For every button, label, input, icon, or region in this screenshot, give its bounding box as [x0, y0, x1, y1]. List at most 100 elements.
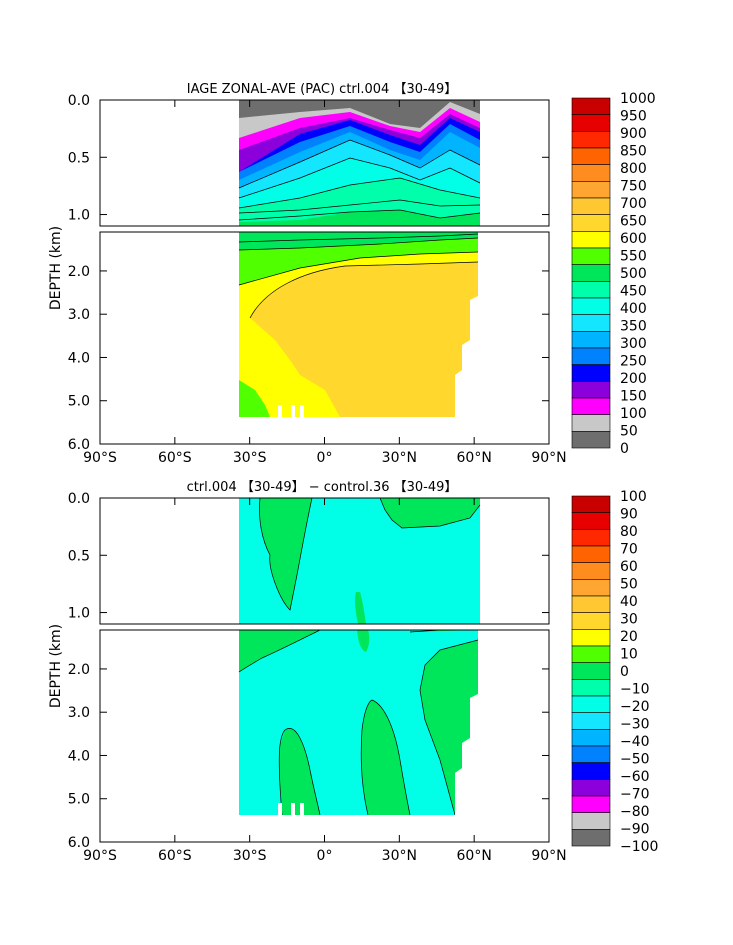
- colorbar-label: −100: [620, 839, 658, 855]
- panel-1-upper-field: [238, 100, 481, 226]
- colorbar-swatch: [571, 545, 611, 563]
- colorbar-label: 60: [620, 559, 638, 575]
- colorbar-swatch: [571, 745, 611, 763]
- colorbar-swatch: [571, 612, 611, 630]
- colorbar-label: −60: [620, 769, 650, 785]
- colorbar-swatch: [571, 431, 611, 449]
- colorbar-swatch: [571, 281, 611, 299]
- colorbar-swatch: [571, 331, 611, 349]
- colorbar-label: 550: [620, 249, 647, 265]
- x-tick-label: 30°S: [233, 450, 267, 466]
- panel-2: ctrl.004 【30-49】 − control.36 【30-49】: [48, 480, 658, 864]
- y-tick-label: 6.0: [68, 835, 90, 851]
- colorbar-label: 250: [620, 354, 647, 370]
- colorbar-label: 50: [620, 424, 638, 440]
- colorbar-label: −10: [620, 682, 650, 698]
- colorbar-label: 700: [620, 196, 647, 212]
- colorbar-swatch: [571, 397, 611, 415]
- colorbar-swatch: [571, 829, 611, 847]
- colorbar-swatch: [571, 679, 611, 697]
- panel-1-colorbar: 1000950900850800750700650600550500450400…: [571, 91, 656, 457]
- colorbar-label: 150: [620, 389, 647, 405]
- colorbar-swatch: [571, 595, 611, 613]
- colorbar-label: 50: [620, 577, 638, 593]
- colorbar-swatch: [571, 364, 611, 382]
- panel-2-lower-field: [100, 630, 549, 842]
- colorbar-swatch: [571, 562, 611, 580]
- y-tick-label: 5.0: [68, 792, 90, 808]
- y-tick-label: 0.5: [68, 150, 90, 166]
- colorbar-label: −50: [620, 752, 650, 768]
- colorbar-swatch: [571, 695, 611, 713]
- colorbar-swatch: [571, 579, 611, 597]
- panel-1: IAGE ZONAL-AVE (PAC) ctrl.004 【30-49】: [48, 82, 656, 466]
- colorbar-label: 1000: [620, 91, 656, 107]
- x-tick-label: 0°: [317, 848, 333, 864]
- x-tick-label: 60°N: [457, 848, 492, 864]
- colorbar-swatch: [571, 712, 611, 730]
- y-tick-label: 6.0: [68, 437, 90, 453]
- colorbar-label: 500: [620, 266, 647, 282]
- colorbar-label: −30: [620, 717, 650, 733]
- colorbar-swatch: [571, 512, 611, 530]
- colorbar-swatch: [571, 762, 611, 780]
- colorbar-label: 600: [620, 231, 647, 247]
- panel-2-x-ticks: 90°S 60°S 30°S 0° 30°N 60°N 90°N: [83, 498, 567, 864]
- panel-2-y-ticks: 0.0 0.5 1.0 2.0 3.0 4.0 5.0 6.0: [68, 491, 549, 851]
- x-tick-label: 30°S: [233, 848, 267, 864]
- panel-2-ylabel: DEPTH (km): [48, 624, 64, 708]
- colorbar-label: 900: [620, 126, 647, 142]
- colorbar-label: 650: [620, 214, 647, 230]
- colorbar-label: 750: [620, 179, 647, 195]
- colorbar-swatch: [571, 247, 611, 265]
- colorbar-swatch: [571, 197, 611, 215]
- colorbar-swatch: [571, 314, 611, 332]
- colorbar-label: 450: [620, 284, 647, 300]
- y-tick-label: 1.0: [68, 208, 90, 224]
- y-tick-label: 3.0: [68, 705, 90, 721]
- x-tick-label: 30°N: [382, 848, 417, 864]
- y-tick-label: 4.0: [68, 350, 90, 366]
- x-tick-label: 30°N: [382, 450, 417, 466]
- panel-1-y-ticks: 0.0 0.5 1.0 2.0 3.0 4.0 5.0 6.0: [68, 93, 549, 453]
- colorbar-swatch: [571, 181, 611, 199]
- y-tick-label: 3.0: [68, 307, 90, 323]
- colorbar-swatch: [571, 495, 611, 513]
- x-tick-label: 90°N: [531, 450, 566, 466]
- colorbar-label: 100: [620, 489, 647, 505]
- colorbar-swatch: [571, 381, 611, 399]
- colorbar-label: −20: [620, 699, 650, 715]
- colorbar-swatch: [571, 164, 611, 182]
- panel-1-title: IAGE ZONAL-AVE (PAC) ctrl.004 【30-49】: [187, 82, 457, 97]
- colorbar-label: −40: [620, 734, 650, 750]
- y-tick-label: 0.0: [68, 491, 90, 507]
- colorbar-label: −70: [620, 787, 650, 803]
- colorbar-swatch: [571, 147, 611, 165]
- y-tick-label: 2.0: [68, 662, 90, 678]
- x-tick-label: 60°N: [457, 450, 492, 466]
- colorbar-label: 30: [620, 612, 638, 628]
- y-tick-label: 5.0: [68, 394, 90, 410]
- colorbar-label: 400: [620, 301, 647, 317]
- y-tick-label: 2.0: [68, 264, 90, 280]
- colorbar-swatch: [571, 779, 611, 797]
- colorbar-label: 70: [620, 542, 638, 558]
- colorbar-label: 80: [620, 524, 638, 540]
- colorbar-label: 0: [620, 664, 629, 680]
- colorbar-swatch: [571, 529, 611, 547]
- colorbar-swatch: [571, 729, 611, 747]
- colorbar-label: 10: [620, 647, 638, 663]
- y-tick-label: 1.0: [68, 606, 90, 622]
- colorbar-swatch: [571, 131, 611, 149]
- colorbar-label: 850: [620, 144, 647, 160]
- colorbar-swatch: [571, 297, 611, 315]
- panel-1-lower-field: [100, 232, 549, 444]
- x-tick-label: 90°N: [531, 848, 566, 864]
- colorbar-swatch: [571, 347, 611, 365]
- colorbar-label: 300: [620, 336, 647, 352]
- colorbar-label: 40: [620, 594, 638, 610]
- colorbar-swatch: [571, 662, 611, 680]
- x-tick-label: 90°S: [83, 848, 117, 864]
- colorbar-label: −90: [620, 822, 650, 838]
- y-tick-label: 0.0: [68, 93, 90, 109]
